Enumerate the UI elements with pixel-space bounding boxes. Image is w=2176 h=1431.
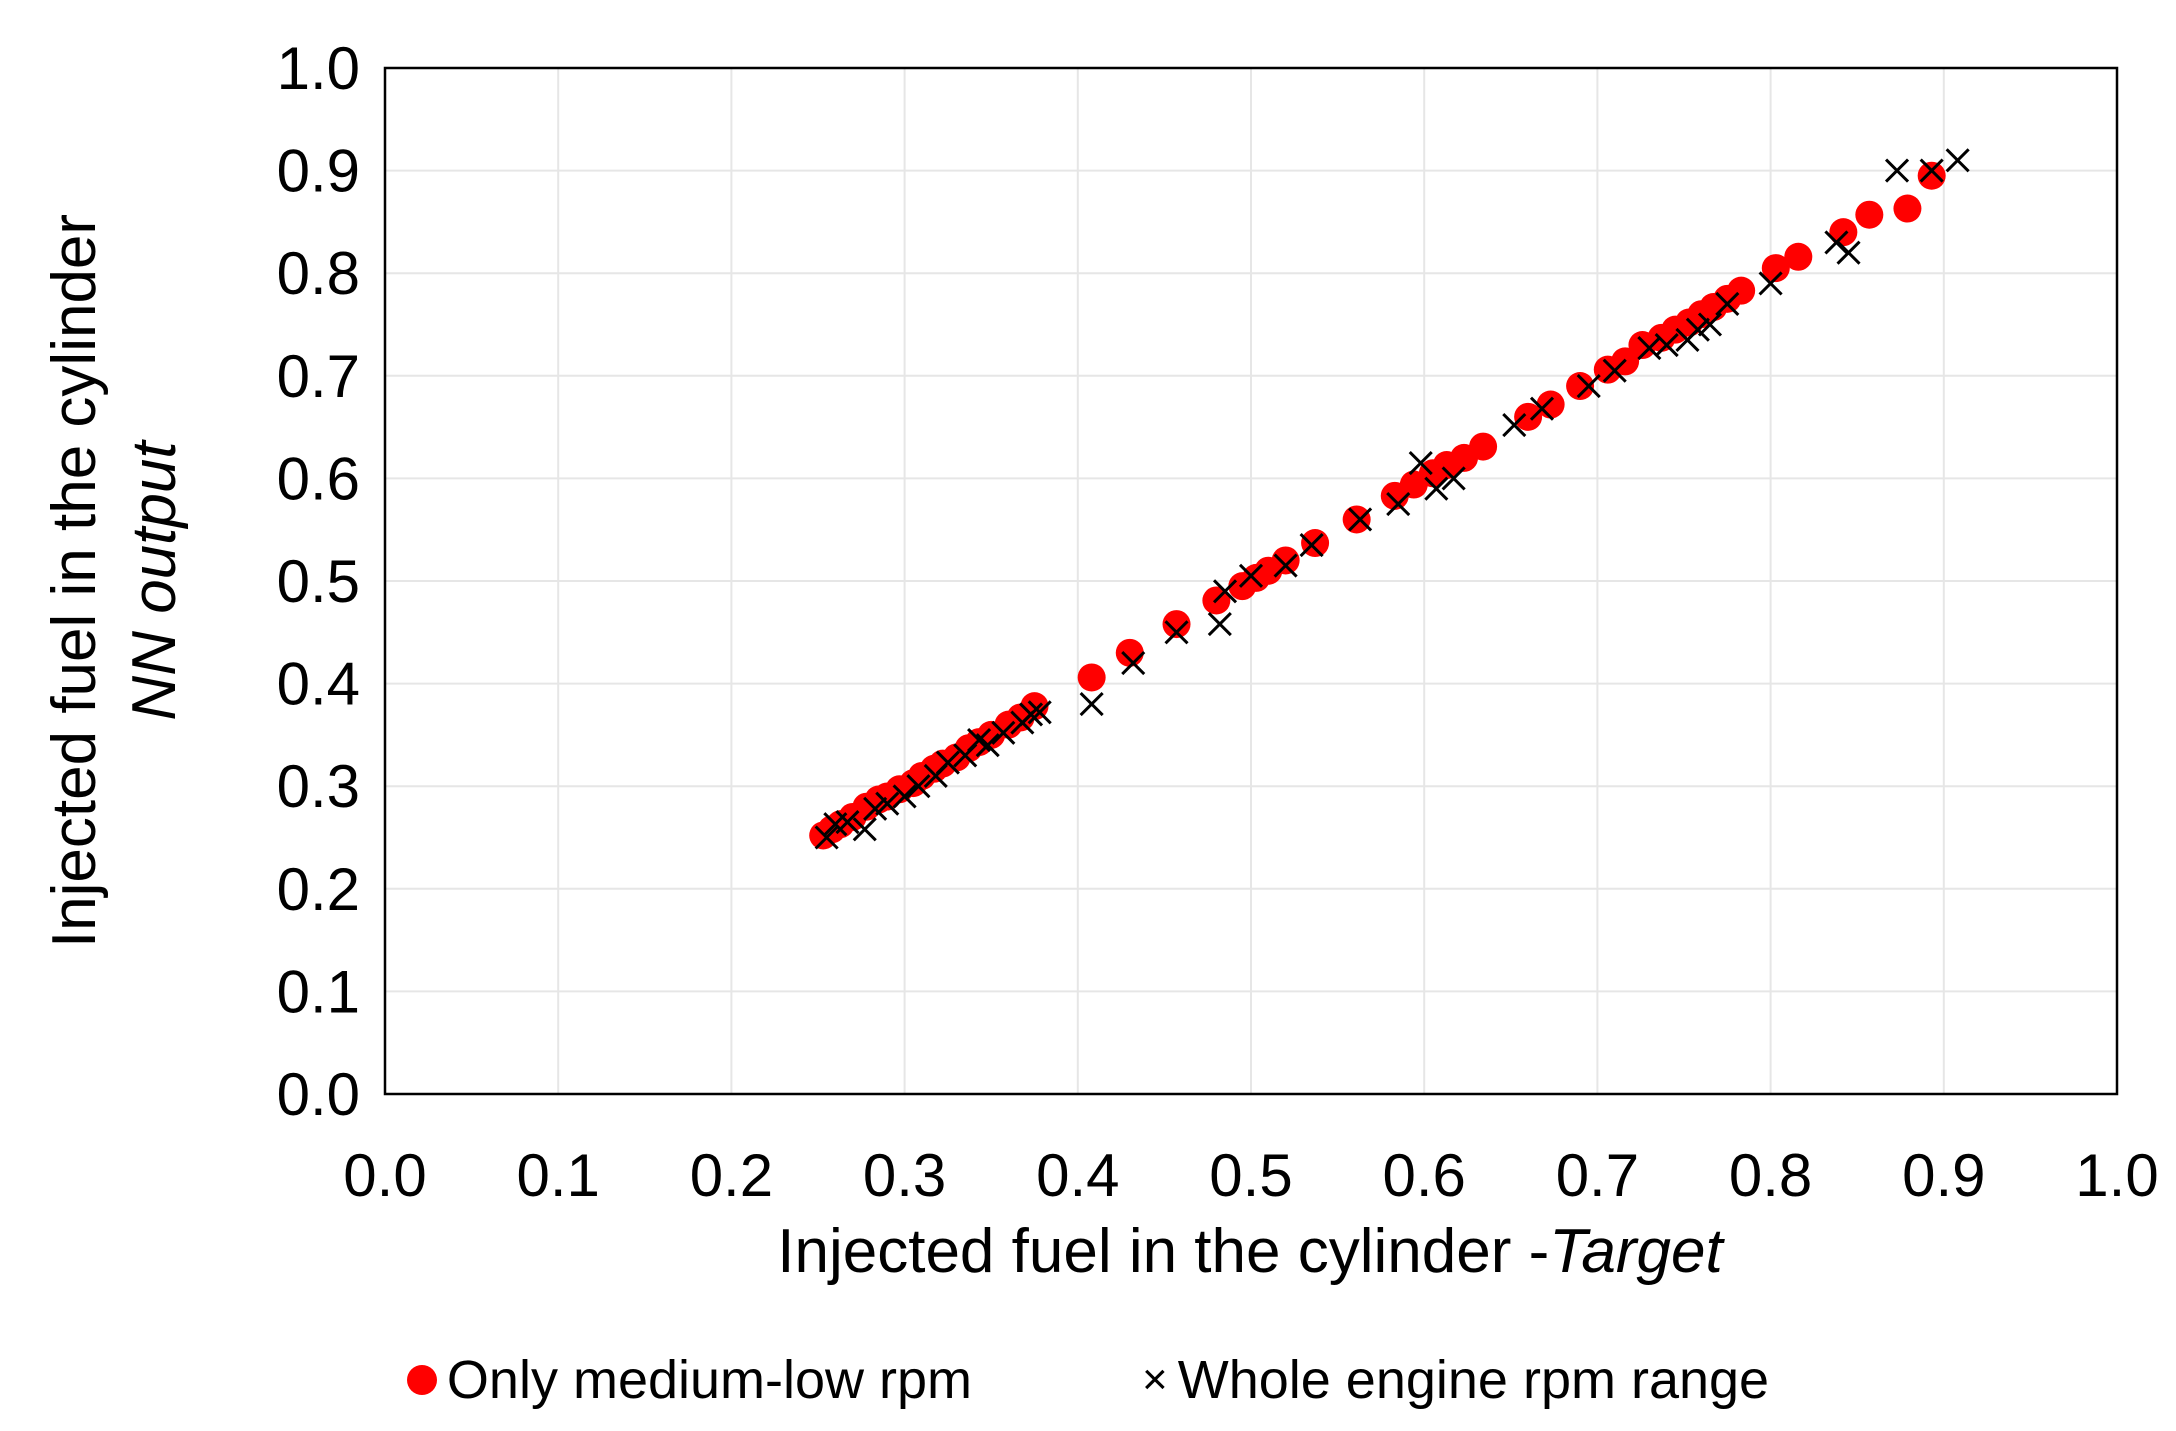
data-point-circle [1115,638,1144,667]
legend-entry-medium-low: Only medium-low rpm [406,1349,973,1411]
x-axis-label-main: Injected fuel in the cylinder - [777,1217,1549,1286]
data-point-circle [1514,402,1543,431]
legend: Only medium-low rpm × Whole engine rpm r… [0,1340,2176,1420]
data-point-circle [1077,663,1106,692]
x-tick-label: 0.4 [1036,1142,1119,1209]
x-tick-label: 0.3 [863,1142,946,1209]
data-point-x [1884,158,1910,183]
data-point-x [1348,507,1373,532]
data-point-x [1697,312,1723,337]
tick-labels: 0.0 0.1 0.2 0.3 0.4 0.5 0.6 0.7 0.8 0.9 1.0 0.0 0.1 0… [277,35,2159,1209]
y-tick-label: 0.5 [277,548,360,615]
data-point-x [1502,412,1527,438]
series-whole-rpm-range [814,148,1970,850]
x-marker-icon: × [1142,1355,1168,1404]
data-point-x [1715,291,1740,317]
data-point-x [835,810,860,835]
x-tick-label: 0.1 [516,1142,599,1209]
data-point-x [1018,702,1044,727]
data-point-circle [1469,432,1498,461]
x-tick-label: 0.7 [1556,1142,1639,1209]
x-axis-label: Injected fuel in the cylinder -Target [777,1217,1725,1286]
x-tick-label: 0.9 [1902,1142,1985,1209]
data-point-circle [1536,390,1565,419]
data-point-x [1424,476,1449,501]
x-tick-label: 0.5 [1209,1142,1292,1209]
y-tick-label: 0.7 [277,343,360,410]
data-point-x [1027,700,1052,725]
data-point-circle [1566,372,1595,401]
data-point-x [1273,553,1298,578]
data-point-x [906,774,931,799]
x-axis-label-italic: Target [1549,1217,1725,1286]
data-point-x [1207,612,1232,637]
data-point-circle [1342,505,1371,534]
data-point-x [863,796,888,821]
x-tick-label: 0.0 [343,1142,426,1209]
data-point-circle [1829,218,1858,247]
red-circle-marker-icon [406,1365,437,1395]
y-tick-label: 0.9 [277,138,360,205]
data-point-circle [1784,242,1813,271]
series-medium-low-rpm [809,161,1946,850]
y-tick-label: 0.8 [277,240,360,307]
data-point-x [1654,332,1679,358]
data-point-x [1758,271,1783,296]
y-tick-label: 0.6 [277,445,360,512]
data-point-circle [1855,200,1884,229]
x-tick-label: 0.6 [1382,1142,1465,1209]
data-point-x [1121,651,1146,676]
data-point-x [1441,466,1466,491]
data-point-x [1386,491,1411,517]
data-point-x [1685,317,1710,342]
data-point-x [892,784,917,809]
data-point-x [814,825,839,850]
data-point-x [852,817,877,842]
data-point-circle [1893,194,1922,223]
data-point-x [1212,579,1238,604]
data-point-circle [1761,254,1790,283]
x-tick-label: 0.8 [1729,1142,1812,1209]
data-point-x [1164,620,1189,645]
y-tick-label: 0.3 [277,753,360,820]
y-tick-label: 1.0 [277,35,360,102]
y-axis-label-line2: NN output [120,439,189,721]
y-axis-label-line1: Injected fuel in the cylinder [40,214,109,948]
data-point-x [875,791,900,816]
data-point-x [1299,533,1324,558]
data-point-x [1576,373,1601,399]
legend-entry-whole-range: × Whole engine rpm range [1142,1349,1769,1411]
data-point-circle [1162,610,1191,639]
data-point-x [1529,396,1555,421]
x-tick-label: 0.2 [690,1142,773,1209]
data-point-x [1408,450,1433,476]
plot-area-border [383,66,2119,1096]
data-point-x [1238,563,1264,588]
y-tick-label: 0.0 [277,1061,360,1128]
data-point-x [975,733,1000,758]
legend-label-whole-range: Whole engine rpm range [1177,1350,1770,1410]
data-point-x [1919,158,1944,183]
data-point-x [935,750,960,775]
y-tick-label: 0.2 [277,856,360,923]
y-tick-label: 0.1 [277,958,360,1025]
x-tick-label: 1.0 [2075,1142,2158,1209]
data-point-x [1945,148,1970,173]
data-point-x [1602,358,1627,383]
data-series [809,148,1970,850]
y-tick-label: 0.4 [277,651,360,718]
legend-label-medium-low: Only medium-low rpm [446,1350,973,1410]
data-point-x [1079,692,1104,717]
data-point-circle [1271,546,1300,575]
data-point-x [991,720,1016,745]
data-point-x [1836,240,1861,265]
data-point-circle [1917,161,1946,190]
